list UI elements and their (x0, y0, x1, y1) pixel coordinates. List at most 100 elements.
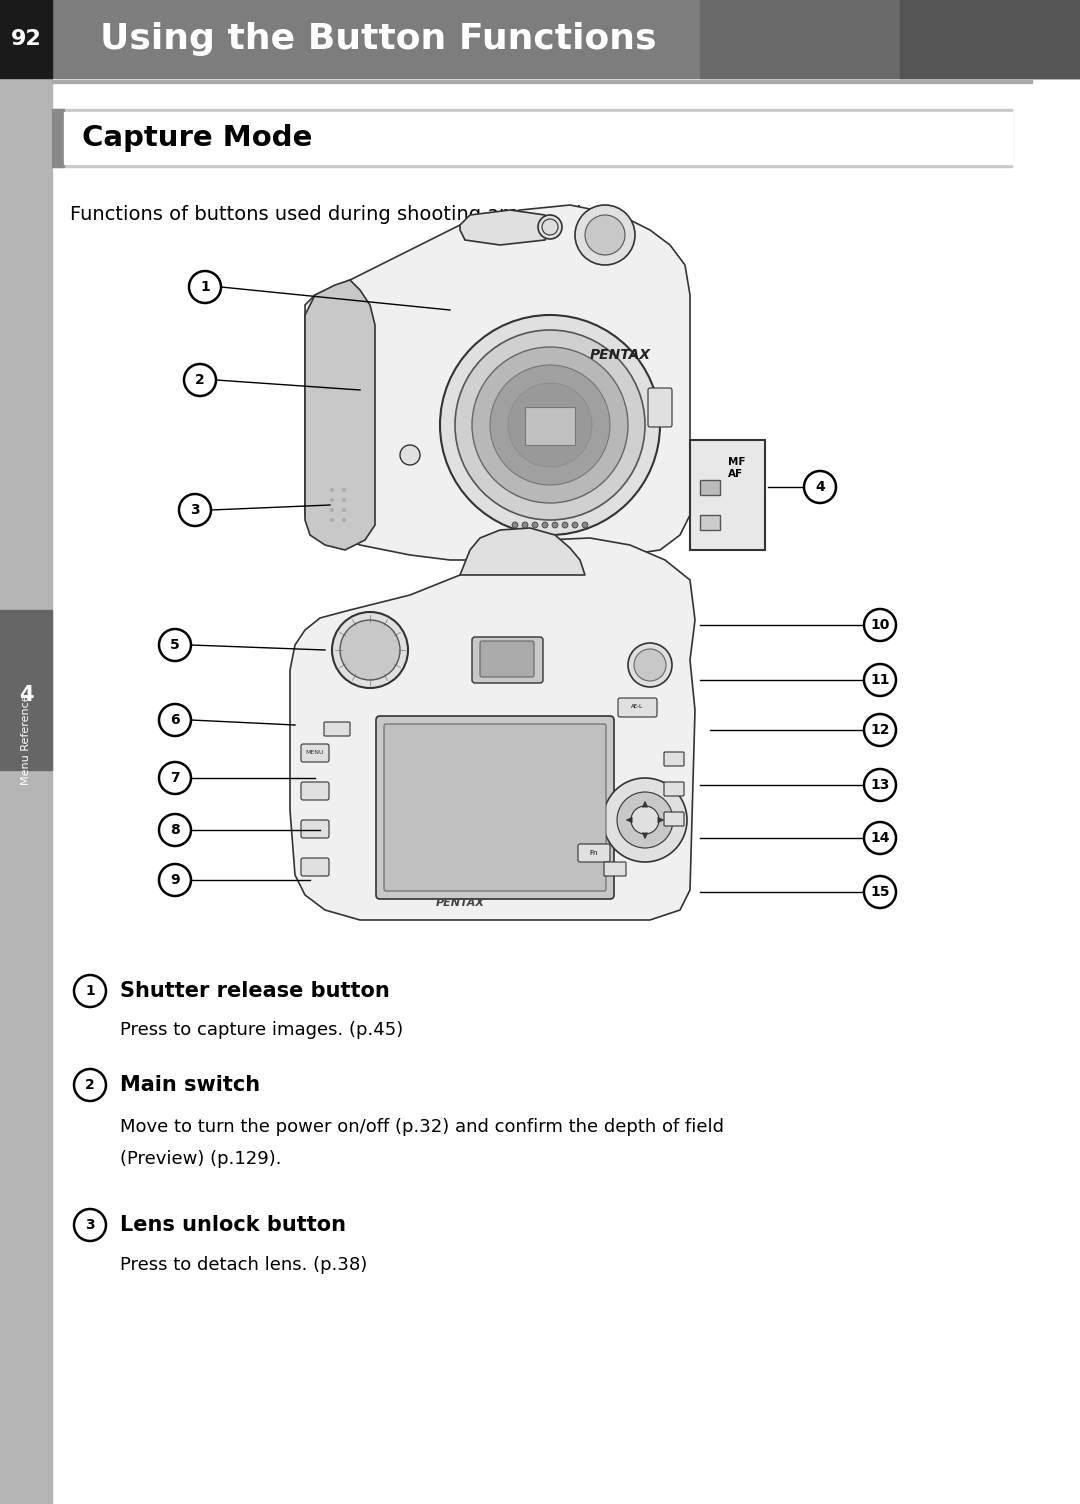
Bar (52, 108, 1012, 167)
Bar (64, 111, 1012, 164)
Text: 5: 5 (171, 638, 180, 653)
Circle shape (512, 522, 518, 528)
Polygon shape (460, 211, 550, 245)
Circle shape (159, 763, 191, 794)
Circle shape (330, 487, 334, 492)
Text: 2: 2 (85, 1078, 95, 1092)
Text: 6: 6 (171, 713, 179, 726)
Text: Press to capture images. (p.45): Press to capture images. (p.45) (120, 1021, 403, 1039)
Circle shape (159, 629, 191, 660)
FancyBboxPatch shape (604, 862, 626, 875)
Text: PENTAX: PENTAX (435, 898, 485, 908)
Circle shape (342, 498, 346, 502)
Polygon shape (291, 538, 696, 920)
Text: 14: 14 (870, 832, 890, 845)
Circle shape (864, 769, 896, 802)
Circle shape (159, 704, 191, 735)
FancyBboxPatch shape (664, 752, 684, 766)
Text: Using the Button Functions: Using the Button Functions (100, 23, 657, 56)
Circle shape (585, 215, 625, 256)
Text: 9: 9 (171, 872, 179, 887)
FancyBboxPatch shape (301, 744, 329, 763)
Circle shape (572, 522, 578, 528)
Circle shape (75, 1209, 106, 1241)
Circle shape (330, 517, 334, 522)
Circle shape (440, 314, 660, 535)
Circle shape (490, 365, 610, 484)
Circle shape (400, 445, 420, 465)
Circle shape (179, 493, 211, 526)
Circle shape (189, 271, 221, 302)
Bar (700, 480, 720, 495)
FancyBboxPatch shape (664, 782, 684, 796)
Text: PENTAX: PENTAX (590, 347, 650, 362)
Polygon shape (460, 528, 585, 575)
Circle shape (455, 329, 645, 520)
Circle shape (508, 384, 592, 468)
Text: 8: 8 (171, 823, 180, 838)
FancyBboxPatch shape (578, 844, 610, 862)
Circle shape (864, 609, 896, 641)
FancyBboxPatch shape (480, 641, 534, 677)
Text: 12: 12 (870, 723, 890, 737)
Circle shape (342, 487, 346, 492)
Circle shape (342, 508, 346, 511)
Text: 92: 92 (11, 29, 41, 50)
Circle shape (472, 347, 627, 502)
FancyBboxPatch shape (301, 857, 329, 875)
Text: 4: 4 (815, 480, 825, 493)
Text: Shutter release button: Shutter release button (120, 981, 390, 1002)
Text: Fn: Fn (590, 850, 598, 856)
Text: Main switch: Main switch (120, 1075, 260, 1095)
Text: (Preview) (p.129).: (Preview) (p.129). (120, 1151, 282, 1169)
Circle shape (159, 863, 191, 896)
Text: 7: 7 (171, 772, 179, 785)
Circle shape (75, 1069, 106, 1101)
Circle shape (627, 644, 672, 687)
Text: 4: 4 (18, 684, 33, 705)
Text: Capture Mode: Capture Mode (82, 123, 312, 152)
Circle shape (634, 650, 666, 681)
Bar (0, 611, 52, 770)
Circle shape (538, 215, 562, 239)
FancyBboxPatch shape (384, 723, 606, 890)
Circle shape (542, 522, 548, 528)
Circle shape (542, 220, 558, 235)
Bar (900, 0, 1080, 78)
Circle shape (617, 793, 673, 848)
Bar (52, 80, 1032, 83)
Text: Press to detach lens. (p.38): Press to detach lens. (p.38) (120, 1256, 367, 1274)
Text: Lens unlock button: Lens unlock button (120, 1215, 346, 1235)
Text: 3: 3 (190, 502, 200, 517)
Bar (700, 514, 720, 529)
FancyBboxPatch shape (472, 638, 543, 683)
FancyBboxPatch shape (324, 722, 350, 735)
Text: MENU: MENU (306, 750, 324, 755)
Circle shape (603, 778, 687, 862)
Circle shape (330, 508, 334, 511)
Circle shape (552, 522, 558, 528)
Text: 2: 2 (195, 373, 205, 387)
Text: 15: 15 (870, 884, 890, 899)
Circle shape (575, 205, 635, 265)
FancyBboxPatch shape (301, 782, 329, 800)
Text: 3: 3 (85, 1218, 95, 1232)
Circle shape (342, 517, 346, 522)
Polygon shape (305, 280, 375, 550)
Bar (700, 0, 1080, 78)
Bar (0, 0, 52, 78)
Circle shape (562, 522, 568, 528)
Bar (690, 441, 765, 550)
FancyBboxPatch shape (376, 716, 615, 899)
Text: Move to turn the power on/off (p.32) and confirm the depth of field: Move to turn the power on/off (p.32) and… (120, 1117, 724, 1136)
Text: MF
AF: MF AF (728, 457, 745, 478)
Text: Functions of buttons used during shooting are noted.: Functions of buttons used during shootin… (70, 205, 588, 224)
FancyBboxPatch shape (301, 820, 329, 838)
Circle shape (75, 975, 106, 1008)
Circle shape (804, 471, 836, 502)
Circle shape (332, 612, 408, 687)
Circle shape (330, 498, 334, 502)
Text: 10: 10 (870, 618, 890, 632)
Circle shape (631, 806, 659, 835)
Circle shape (864, 714, 896, 746)
